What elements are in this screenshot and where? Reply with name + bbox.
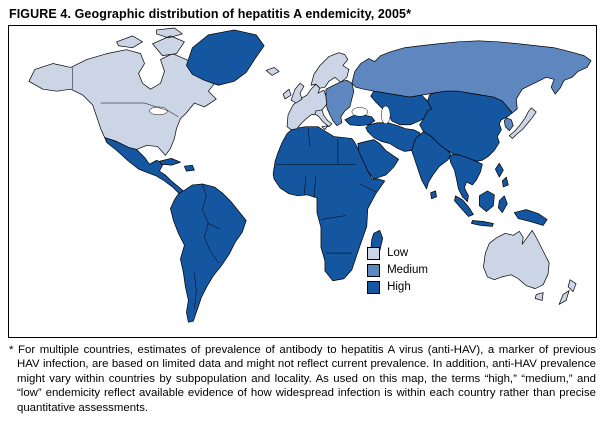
legend-label-low: Low [387,247,409,260]
region-greenland [186,29,265,86]
region-japan [508,107,537,139]
region-central-asia [370,90,432,126]
region-north-america [28,49,217,156]
region-africa [272,126,386,282]
region-western-europe [286,83,328,131]
region-arctic-islands [116,27,185,56]
black-sea [351,107,369,117]
legend-swatch-medium [367,263,381,277]
region-south-america [170,183,247,323]
country-borders [72,67,376,309]
legend-item-high: High [367,280,428,294]
figure: FIGURE 4. Geographic distribution of hep… [0,7,605,415]
region-arabia [357,139,400,180]
map-legend: Low Medium High [367,246,428,294]
caspian-sea [380,105,391,124]
legend-item-low: Low [367,246,428,260]
world-map [28,27,592,323]
region-australia [483,230,550,301]
region-caribbean [159,157,195,172]
region-southeast-asia [449,154,483,203]
region-china [419,90,513,162]
map-frame: Low Medium High [8,25,597,338]
legend-swatch-high [367,280,381,294]
region-iceland [265,67,280,76]
footnote-text: For multiple countries, estimates of pre… [17,344,597,414]
region-british-isles [282,82,305,104]
region-italy [314,109,333,131]
figure-title: FIGURE 4. Geographic distribution of hep… [9,7,412,21]
legend-label-medium: Medium [387,264,428,277]
region-eastern-europe [325,79,355,127]
region-indonesia-philippines [454,162,548,227]
region-scandinavia [310,52,350,89]
region-mexico-central-america [104,137,184,195]
footnote-marker: * [9,344,14,356]
legend-item-medium: Medium [367,263,428,277]
region-korea [503,117,514,131]
legend-swatch-low [367,246,381,260]
region-new-zealand [558,279,577,305]
figure-footnote: * For multiple countries, estimates of p… [9,343,596,415]
great-lakes [149,106,168,116]
legend-label-high: High [387,281,411,294]
